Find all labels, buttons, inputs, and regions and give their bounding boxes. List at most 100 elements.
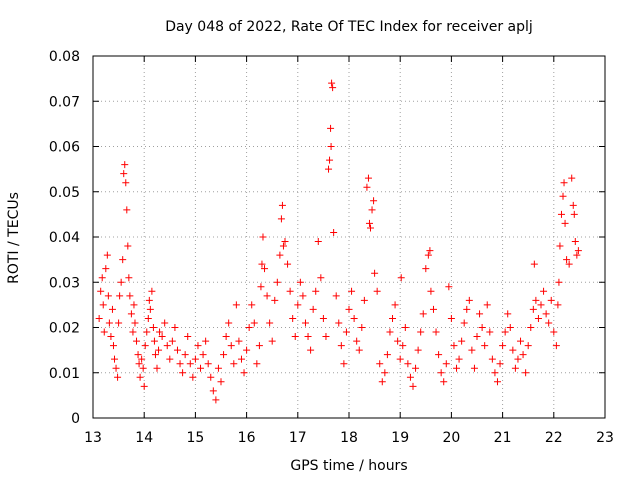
data-point (529, 305, 537, 313)
data-point (151, 351, 159, 359)
data-point (506, 324, 514, 331)
data-point (197, 364, 205, 372)
data-point (278, 201, 286, 209)
data-point (348, 287, 356, 295)
data-point (478, 324, 486, 331)
data-point (470, 364, 478, 372)
data-point (486, 328, 494, 336)
data-point (571, 238, 579, 246)
data-point (422, 265, 430, 273)
data-point (364, 174, 372, 182)
data-point (342, 328, 350, 336)
data-point (199, 351, 207, 359)
data-point (491, 369, 499, 377)
y-tick-label: 0.08 (49, 49, 80, 65)
data-point (527, 324, 535, 331)
data-point (240, 369, 248, 377)
data-point (330, 228, 338, 236)
data-point (117, 278, 125, 286)
data-point (370, 197, 378, 205)
data-point (135, 360, 143, 368)
data-point (149, 324, 157, 331)
data-point (473, 333, 481, 341)
data-point (327, 143, 335, 150)
data-point (209, 387, 217, 395)
data-point (98, 274, 106, 282)
data-point (314, 238, 322, 246)
data-point (259, 233, 267, 241)
data-point (202, 337, 210, 345)
data-point (141, 342, 149, 350)
data-point (99, 301, 107, 309)
data-point (279, 242, 287, 250)
data-point (299, 292, 307, 300)
data-point (365, 219, 373, 227)
data-point (397, 274, 405, 282)
y-tick-label: 0 (71, 411, 80, 427)
data-point (232, 301, 240, 309)
data-point (102, 265, 110, 273)
data-point (115, 319, 123, 327)
data-point (389, 314, 397, 322)
data-point (250, 319, 258, 327)
data-points (95, 79, 582, 404)
x-tick-label: 15 (186, 430, 204, 446)
data-point (574, 247, 582, 255)
data-point (383, 351, 391, 359)
data-point (161, 319, 169, 327)
data-point (481, 342, 489, 350)
data-point (483, 301, 491, 309)
data-point (570, 210, 578, 218)
y-axis-label: ROTI / TECUs (6, 192, 22, 284)
data-point (447, 314, 455, 322)
data-point (322, 333, 330, 341)
x-tick-label: 22 (545, 430, 563, 446)
data-point (286, 287, 294, 295)
x-tick-label: 18 (340, 430, 358, 446)
y-tick-label: 0.07 (49, 94, 80, 110)
data-point (95, 314, 103, 322)
data-point (561, 219, 569, 227)
y-tick-label: 0.06 (49, 140, 80, 156)
data-point (534, 314, 542, 322)
data-point (463, 305, 471, 313)
data-point (552, 342, 560, 350)
data-point (222, 333, 230, 341)
data-point (355, 346, 363, 354)
axis-ticks (92, 55, 606, 419)
data-point (427, 287, 435, 295)
data-point (158, 333, 166, 341)
data-point (391, 301, 399, 309)
x-tick-label: 21 (494, 430, 512, 446)
y-tick-label: 0.04 (49, 230, 80, 246)
data-point (289, 314, 297, 322)
data-point (225, 319, 233, 327)
x-axis-label: GPS time / hours (290, 458, 407, 474)
data-point (522, 369, 530, 377)
data-point (335, 319, 343, 327)
data-point (563, 256, 571, 264)
data-point (550, 328, 558, 336)
data-point (394, 337, 402, 345)
data-point (268, 337, 276, 345)
data-point (363, 183, 371, 191)
data-point (114, 373, 122, 381)
data-point (560, 179, 568, 187)
y-tick-label: 0.03 (49, 275, 80, 291)
data-point (514, 355, 522, 363)
data-point (220, 351, 228, 359)
x-tick-label: 16 (238, 430, 256, 446)
data-point (194, 342, 202, 350)
data-point (258, 260, 266, 268)
data-point (565, 260, 573, 268)
data-point (257, 283, 265, 291)
data-point (277, 215, 285, 223)
data-point (554, 301, 562, 309)
data-point (442, 360, 450, 368)
data-point (568, 174, 576, 182)
data-point (458, 337, 466, 345)
data-point (386, 328, 394, 336)
data-point (266, 319, 274, 327)
data-point (307, 346, 315, 354)
data-point (404, 360, 412, 368)
